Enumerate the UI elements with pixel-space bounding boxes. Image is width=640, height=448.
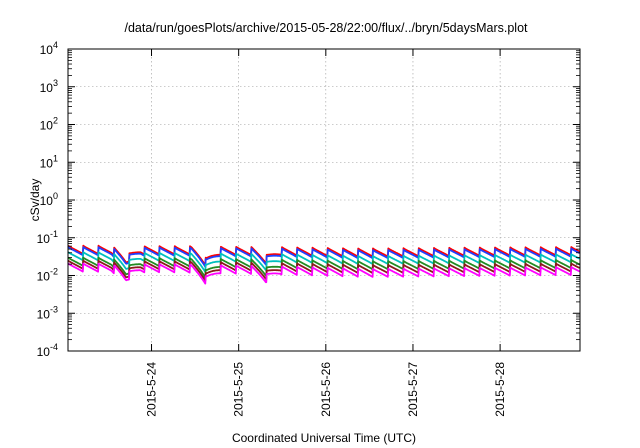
y-axis-label: cSv/day [28,179,42,222]
y-tick-label: 102 [40,116,58,133]
x-tick-label: 2015-5-28 [493,362,507,417]
y-axis-ticks: 104 103 102 101 100 10-1 10-2 10-3 10-4 [37,40,580,359]
y-tick-label: 10-1 [37,229,58,246]
x-tick-label: 2015-5-26 [319,362,333,417]
x-tick-label: 2015-5-25 [232,362,246,417]
x-axis-ticks: 2015-5-24 2015-5-25 2015-5-26 2015-5-27 2015… [145,49,507,417]
y-tick-label: 10-3 [37,304,58,321]
x-axis-label: Coordinated Universal Time (UTC) [232,431,416,445]
y-tick-label: 101 [40,153,58,170]
y-tick-label: 104 [40,40,58,57]
y-tick-label: 10-2 [37,267,58,284]
series-line-6 [67,262,580,285]
x-tick-label: 2015-5-24 [145,362,159,417]
series-group [67,244,581,285]
y-tick-label: 100 [40,191,58,208]
x-tick-label: 2015-5-27 [406,362,420,417]
chart-title: /data/run/goesPlots/archive/2015-05-28/2… [124,21,528,35]
y-tick-label: 10-4 [37,342,58,359]
y-tick-label: 103 [40,78,58,95]
